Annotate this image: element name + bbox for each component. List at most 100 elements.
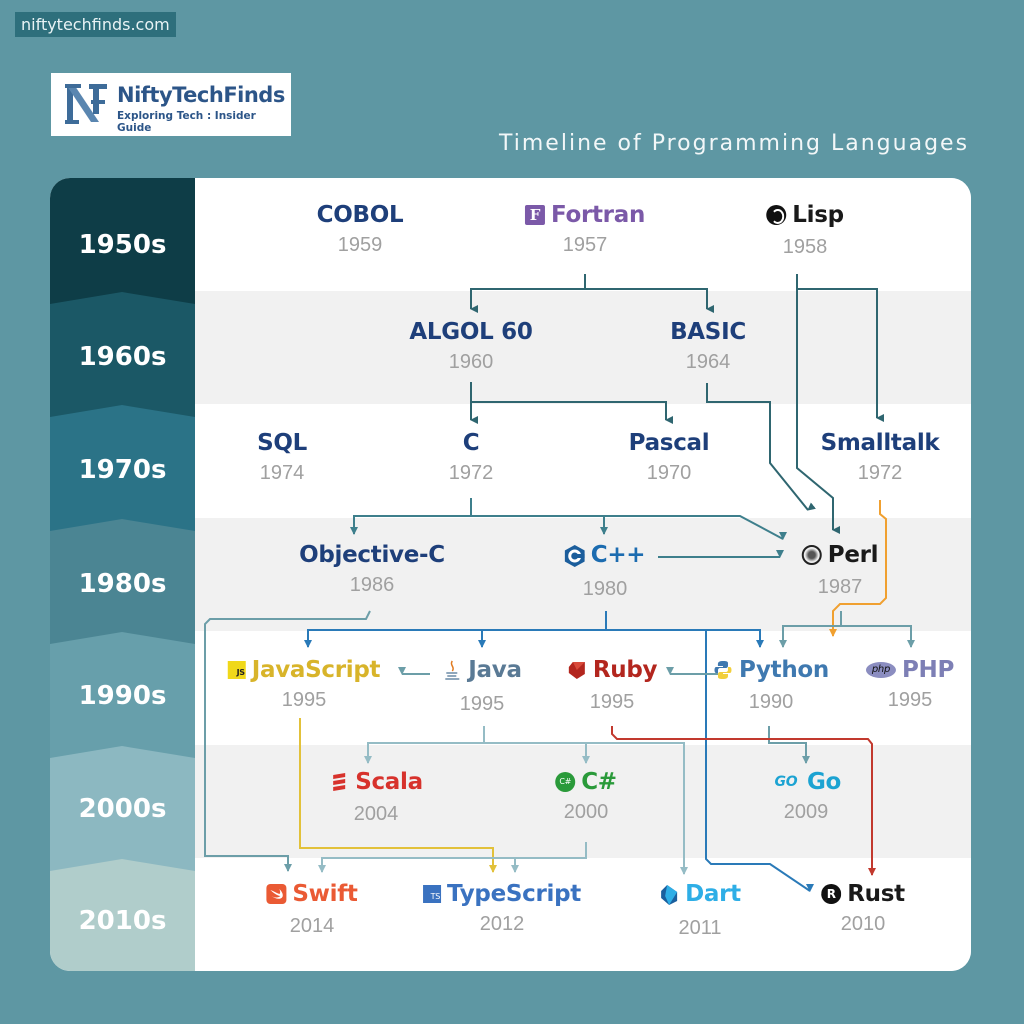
java-coffee-icon [442, 660, 462, 680]
lang-typescript: TS TypeScript 2012 [423, 881, 581, 936]
javascript-icon: JS [227, 661, 246, 679]
decade-label-1980s: 1980s [78, 568, 167, 599]
lang-year: 1959 [337, 234, 383, 256]
lang-year: 2011 [678, 917, 722, 939]
lang-name: Go [806, 769, 842, 795]
lang-cobol: COBOL 1959 [317, 202, 404, 257]
lang-year: 1958 [782, 236, 828, 258]
lisp-icon [766, 205, 787, 225]
row-band-2010s [195, 858, 971, 971]
lang-name: Swift [292, 881, 358, 907]
lang-name: BASIC [670, 319, 746, 345]
lang-year: 2004 [353, 803, 399, 825]
lang-year: 1972 [857, 462, 903, 484]
lang-cpp: C++ 1980 [564, 542, 646, 601]
lang-year: 1995 [887, 689, 933, 711]
lang-java: Java 1995 [442, 657, 522, 716]
site-url-label: niftytechfinds.com [15, 12, 176, 37]
lang-name: Fortran [550, 202, 646, 228]
lang-name: Dart [685, 881, 741, 907]
lang-year: 1990 [748, 691, 794, 713]
lang-name: Java [468, 657, 522, 683]
lang-swift: Swift 2014 [266, 881, 358, 938]
lineage-connectors [204, 274, 915, 892]
dart-icon [659, 884, 679, 905]
lang-c: C 1972 [449, 430, 494, 485]
lang-dart: Dart 2011 [659, 881, 741, 940]
lang-python: Python 1990 [713, 657, 829, 714]
decade-chevron-column [50, 178, 195, 971]
perl-camel-icon [801, 545, 822, 565]
lang-name: Lisp [792, 202, 844, 228]
cpp-icon [564, 545, 585, 567]
lang-year: 1995 [459, 693, 505, 715]
lang-year: 1972 [448, 462, 494, 484]
decade-label-1950s: 1950s [78, 229, 167, 260]
decade-label-2000s: 2000s [78, 793, 167, 824]
lang-ruby: Ruby 1995 [567, 657, 657, 714]
lang-name: Ruby [592, 657, 658, 683]
lang-sql: SQL 1974 [257, 430, 307, 485]
lang-rust: R Rust 2010 [821, 881, 905, 936]
lang-basic: BASIC 1964 [670, 319, 746, 374]
lang-year: 1995 [281, 689, 327, 711]
row-band-1960s [195, 291, 971, 404]
lang-year: 2000 [563, 801, 609, 823]
lang-csharp: C# C# 2000 [555, 769, 617, 824]
lang-name: C# [581, 769, 617, 795]
brand-name: NiftyTechFinds [117, 83, 285, 107]
lang-year: 1970 [646, 462, 692, 484]
lang-name: JavaScript [251, 657, 381, 683]
decade-label-2010s: 2010s [78, 905, 167, 936]
timeline-panel: 1950s 1960s 1970s 1980s 1990s 2000s 2010… [50, 178, 971, 971]
lang-year: 1974 [259, 462, 305, 484]
scala-icon [329, 772, 349, 792]
lang-year: 2014 [289, 915, 335, 937]
lang-javascript: JS JavaScript 1995 [227, 657, 381, 712]
lang-perl: Perl 1987 [801, 542, 879, 599]
lang-pascal: Pascal 1970 [629, 430, 710, 485]
brand-logo[interactable]: NiftyTechFinds Exploring Tech : Insider … [51, 73, 291, 136]
decade-label-1970s: 1970s [78, 454, 167, 485]
lang-objective-c: Objective-C 1986 [299, 542, 445, 597]
row-band-1990s [195, 631, 971, 745]
lang-year: 1960 [448, 351, 494, 373]
lang-name: PHP [901, 657, 955, 683]
lang-name: Python [738, 657, 830, 683]
lang-go: GO Go 2009 [771, 769, 842, 824]
lang-name: SQL [257, 430, 307, 456]
lang-year: 2009 [783, 801, 829, 823]
fortran-icon: F [524, 205, 545, 225]
lang-name: Rust [847, 881, 905, 907]
lang-year: 1995 [589, 691, 635, 713]
row-band-1970s [195, 404, 971, 518]
go-gopher-icon: GO [774, 774, 798, 790]
row-band-1950s [195, 178, 971, 291]
python-icon [713, 660, 733, 680]
lang-name: C [462, 430, 480, 456]
swift-icon [266, 884, 287, 904]
decade-label-1990s: 1990s [78, 680, 167, 711]
lang-name: Perl [827, 542, 879, 568]
lang-lisp: Lisp 1958 [766, 202, 844, 259]
lang-year: 1987 [817, 576, 863, 598]
lang-fortran: F Fortran 1957 [524, 202, 646, 257]
lang-year: 1957 [562, 234, 608, 256]
lang-year: 1980 [582, 578, 628, 600]
typescript-icon: TS [423, 885, 442, 903]
lang-name: Scala [355, 769, 423, 795]
lang-scala: Scala 2004 [329, 769, 423, 826]
lang-algol-60: ALGOL 60 1960 [409, 319, 532, 374]
lang-name: Smalltalk [820, 430, 940, 456]
lang-name: TypeScript [447, 881, 581, 907]
lang-name: Pascal [628, 430, 710, 456]
decade-label-1960s: 1960s [78, 341, 167, 372]
lang-smalltalk: Smalltalk 1972 [821, 430, 940, 485]
page-title: Timeline of Programming Languages [499, 131, 970, 156]
lang-name: ALGOL 60 [409, 319, 533, 345]
lang-year: 2012 [479, 913, 525, 935]
niftytechfinds-logo-icon [65, 84, 107, 124]
lang-name: Objective-C [299, 542, 445, 568]
lang-year: 1986 [349, 574, 395, 596]
lang-year: 2010 [840, 913, 886, 935]
